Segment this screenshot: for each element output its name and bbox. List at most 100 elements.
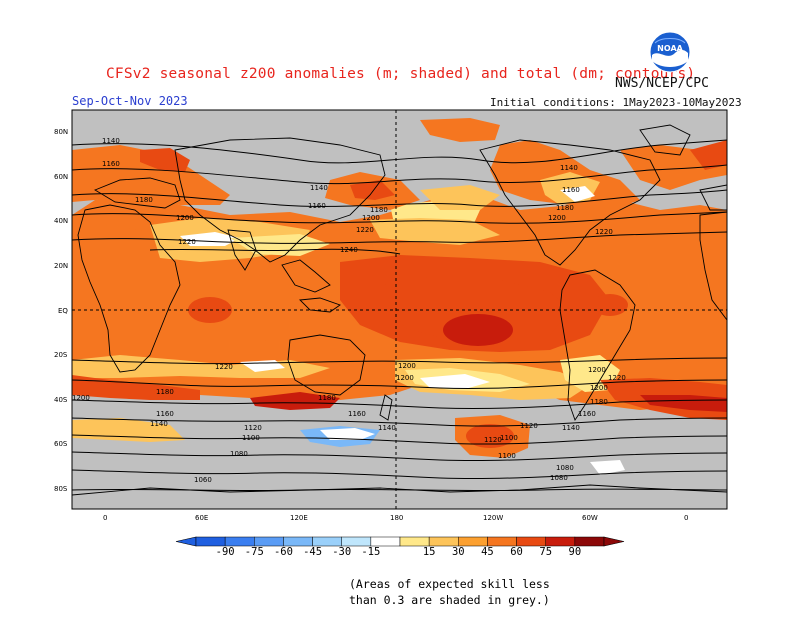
longitude-labels: 0 60E 120E 180 120W 60W 0: [103, 514, 688, 522]
contour-label: 1180: [135, 196, 153, 204]
australia-outline: [287, 334, 366, 396]
colorbar-tick-label: -60: [273, 546, 293, 558]
contour-label-group: 1140 1160 1180 1200 1220 1240 1140 1160 …: [72, 137, 626, 484]
contour-label: 1100: [242, 434, 260, 442]
contour-label: 1160: [308, 202, 326, 210]
colorbar-swatch: [458, 536, 488, 547]
colorbar-swatch: [224, 536, 255, 547]
africa-outline: [77, 204, 181, 373]
chart-title: CFSv2 seasonal z200 anomalies (m; shaded…: [106, 66, 696, 82]
contour-label: 1140: [378, 424, 396, 432]
contour-label: 1060: [194, 476, 212, 484]
contour-label: 1140: [102, 137, 120, 145]
anomaly-region-s-aus-lightblue: [320, 428, 375, 440]
colorbar-tick-label: 90: [568, 546, 582, 558]
colorbar-tick-label: 60: [510, 546, 523, 558]
colorbar-swatch: [195, 536, 226, 547]
colorbar-swatch: [283, 536, 313, 547]
logo-text: NOAA: [657, 44, 683, 53]
se-asia-outline: [281, 259, 331, 293]
colorbar-tick-label: 45: [481, 546, 494, 558]
anomaly-region-cpac-75: [385, 276, 570, 342]
contour-label: 1080: [230, 450, 248, 458]
anomaly-region-arctic-orange: [420, 118, 500, 142]
contour-lines: [72, 139, 727, 492]
season-label: Sep-Oct-Nov 2023: [72, 94, 188, 108]
footnote-line-1: (Areas of expected skill less: [349, 577, 550, 591]
anomaly-region-s-pac-red: [466, 424, 514, 448]
contour-label: 1220: [356, 226, 374, 234]
colorbar-swatch: [487, 536, 517, 547]
contour-label: 1180: [318, 394, 336, 402]
noaa-logo-icon: NOAA: [649, 31, 691, 73]
contour-label: 1200: [362, 214, 380, 222]
contour-label: 1200: [396, 374, 414, 382]
colorbar-swatch: [312, 536, 342, 547]
colorbar-arrow-right: [603, 536, 625, 547]
lat-label: 60S: [54, 440, 68, 448]
contour-label: 1140: [150, 420, 168, 428]
lat-label: 20N: [54, 262, 68, 270]
contour-label: 1200: [398, 362, 416, 370]
lat-label: EQ: [58, 307, 68, 315]
colorbar-swatch: [341, 536, 372, 547]
contour-label: 1100: [498, 452, 516, 460]
south-america-outline: [559, 269, 636, 422]
north-america-outline: [479, 139, 661, 266]
contour-label: 1200: [548, 214, 566, 222]
colorbar-swatch: [370, 536, 401, 547]
contour-label: 1100: [500, 434, 518, 442]
contour-label: 1200: [590, 384, 608, 392]
contour-label: 1160: [348, 410, 366, 418]
contour-label: 1220: [595, 228, 613, 236]
anomaly-region-npac-east-red: [690, 140, 727, 170]
lon-label: 120W: [483, 514, 503, 522]
latitude-labels: 80N 60N 40N 20N EQ 20S 40S 60S 80S: [54, 128, 68, 493]
footnote-line-2: than 0.3 are shaded in grey.): [349, 593, 550, 607]
colorbar-arrow-left: [175, 536, 197, 547]
new-zealand-outline: [379, 394, 393, 421]
asia-outline: [174, 137, 386, 263]
anomaly-region-nw-atl-orange: [72, 145, 230, 205]
contour-label: 1200: [588, 366, 606, 374]
lat-label: 40S: [54, 396, 68, 404]
colorbar-tick-label: 30: [451, 546, 465, 558]
colorbar-tick-label: -30: [332, 546, 352, 558]
contour-label: 1120: [244, 424, 262, 432]
lon-label: 180: [390, 514, 403, 522]
colorbar-swatch: [574, 536, 605, 547]
contour-label: 1160: [578, 410, 596, 418]
contour-label: 1080: [550, 474, 568, 482]
colorbar-tick-label: -90: [215, 546, 235, 558]
india-outline: [227, 229, 257, 271]
anomaly-region-sh-darkred-east: [640, 395, 727, 412]
continent-outlines: [72, 124, 727, 496]
map-frame: [71, 109, 728, 510]
contour-label: 1200: [176, 214, 194, 222]
lat-label: 60N: [54, 173, 68, 181]
contour-label: 1200: [72, 394, 90, 402]
contour-label: 1220: [178, 238, 196, 246]
anomaly-region-sh-band-gold: [72, 355, 330, 378]
contour-label: 1140: [560, 164, 578, 172]
lat-label: 80S: [54, 485, 68, 493]
contour-label: 1180: [556, 204, 574, 212]
colorbar-tick-label: -15: [361, 546, 381, 558]
contour-label: 1160: [156, 410, 174, 418]
europe-right-outline: [699, 184, 727, 211]
anomaly-region-antarctic-white: [590, 460, 625, 475]
lat-label: 20S: [54, 351, 68, 359]
lon-label: 60W: [582, 514, 598, 522]
lon-label: 120E: [290, 514, 308, 522]
lat-label: 80N: [54, 128, 68, 136]
colorbar-swatch: [428, 536, 459, 547]
colorbar-tick-label: -75: [244, 546, 264, 558]
europe-outline: [93, 177, 181, 209]
contour-label: 1120: [484, 436, 502, 444]
anomaly-region-sam-60: [592, 294, 628, 316]
contour-label: 1140: [310, 184, 328, 192]
contour-label: 1180: [370, 206, 388, 214]
colorbar-swatch: [545, 536, 576, 547]
